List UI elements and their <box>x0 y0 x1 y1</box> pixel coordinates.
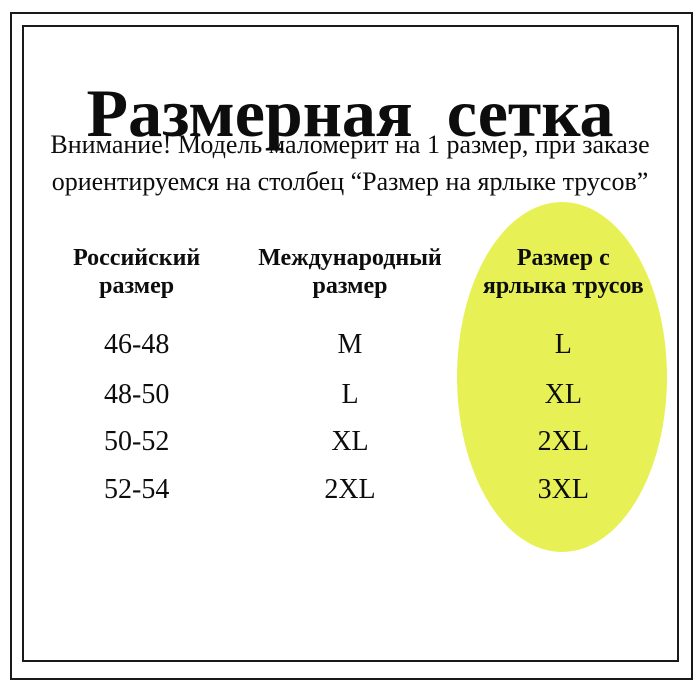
cell-russian-size: 46-48 <box>104 329 170 360</box>
column-header-international-size: Международный размер <box>243 244 456 300</box>
cell-international-size: XL <box>331 426 369 457</box>
header-line: Международный <box>258 245 442 271</box>
cell-russian-size: 50-52 <box>104 426 170 457</box>
cell-russian-size: 52-54 <box>104 474 170 505</box>
header-line: Российский <box>73 245 201 271</box>
column-header-label-size: Размер с ярлыка трусов <box>457 244 670 300</box>
outer-border <box>10 12 693 680</box>
header-line: ярлыка трусов <box>482 273 644 299</box>
warning-text: Внимание! Модель маломерит на 1 размер, … <box>0 126 700 200</box>
inner-border <box>22 25 679 662</box>
warning-line-2: ориентируемся на столбец “Размер на ярлы… <box>51 167 649 196</box>
cell-label-size: 3XL <box>537 474 589 505</box>
table-row: 52-54 2XL 3XL <box>30 475 670 505</box>
cell-label-size: 2XL <box>537 426 589 457</box>
cell-label-size: XL <box>544 379 582 410</box>
table-row: 50-52 XL 2XL <box>30 427 670 457</box>
cell-international-size: L <box>341 379 359 410</box>
page-title: Размерная сетка <box>86 74 614 151</box>
cell-russian-size: 48-50 <box>104 379 170 410</box>
table-row: 48-50 L XL <box>30 380 670 410</box>
cell-international-size: M <box>337 329 363 360</box>
cell-label-size: L <box>554 329 572 360</box>
header-line: Размер с <box>516 245 610 271</box>
highlight-ellipse <box>457 202 667 552</box>
header-line: размер <box>312 273 388 299</box>
table-header-row: Российский размер Международный размер Р… <box>30 244 670 300</box>
table-row: 46-48 M L <box>30 330 670 360</box>
column-header-russian-size: Российский размер <box>30 244 243 300</box>
cell-international-size: 2XL <box>324 474 376 505</box>
warning-line-1: Внимание! Модель маломерит на 1 размер, … <box>50 130 650 159</box>
header-line: размер <box>99 273 175 299</box>
